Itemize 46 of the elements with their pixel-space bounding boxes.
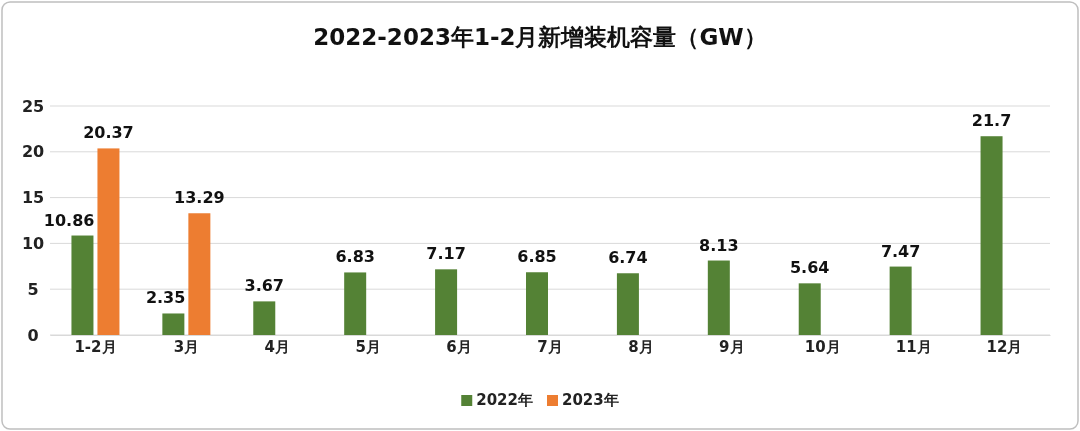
data-label: 2.35: [145, 288, 186, 308]
data-label: 6.83: [335, 247, 375, 267]
bar: [526, 272, 548, 335]
x-tick-label: 4月: [264, 338, 290, 356]
x-tick-label: 9月: [719, 338, 745, 356]
data-label: 6.85: [517, 247, 557, 267]
bar: [344, 272, 367, 335]
bar: [798, 283, 821, 335]
y-tick-label: 0: [27, 325, 39, 345]
data-label: 20.37: [83, 123, 134, 143]
data-label: 21.7: [971, 111, 1012, 131]
x-tick-label: 10月: [804, 338, 841, 356]
bar: [616, 273, 639, 335]
data-label: 5.64: [789, 258, 830, 278]
y-tick-label: 5: [27, 279, 39, 299]
legend-label: 2023年: [562, 391, 619, 409]
data-label: 10.86: [43, 210, 95, 230]
y-tick-label: 10: [21, 234, 45, 254]
data-label: 7.47: [880, 241, 921, 261]
data-label: 7.17: [426, 244, 466, 264]
data-label: 6.74: [608, 248, 648, 268]
x-tick-label: 8月: [628, 338, 654, 356]
y-tick-label: 20: [21, 142, 45, 162]
x-tick-label: 7月: [537, 338, 563, 356]
bar: [97, 148, 120, 335]
bar: [253, 301, 276, 335]
y-tick-label: 25: [21, 96, 45, 116]
legend-label: 2022年: [476, 391, 533, 409]
chart-title: 2022-2023年1-2月新增装机容量（GW）: [313, 24, 767, 50]
x-tick-label: 3月: [173, 338, 200, 356]
x-tick-label: 11月: [895, 338, 932, 356]
x-tick-label: 6月: [446, 338, 472, 356]
x-tick-label: 5月: [355, 338, 381, 356]
bar: [188, 213, 211, 335]
x-tick-label: 12月: [986, 338, 1023, 356]
bar: [435, 269, 458, 335]
bar: [71, 235, 94, 335]
y-tick-label: 15: [21, 188, 45, 208]
bar: [889, 266, 912, 335]
bar: [980, 136, 1003, 335]
bar: [707, 260, 730, 335]
data-label: 3.67: [244, 276, 285, 296]
data-label: 8.13: [699, 235, 739, 255]
bar: [162, 313, 185, 335]
x-tick-label: 1-2月: [74, 338, 117, 356]
data-label: 13.29: [174, 188, 225, 208]
